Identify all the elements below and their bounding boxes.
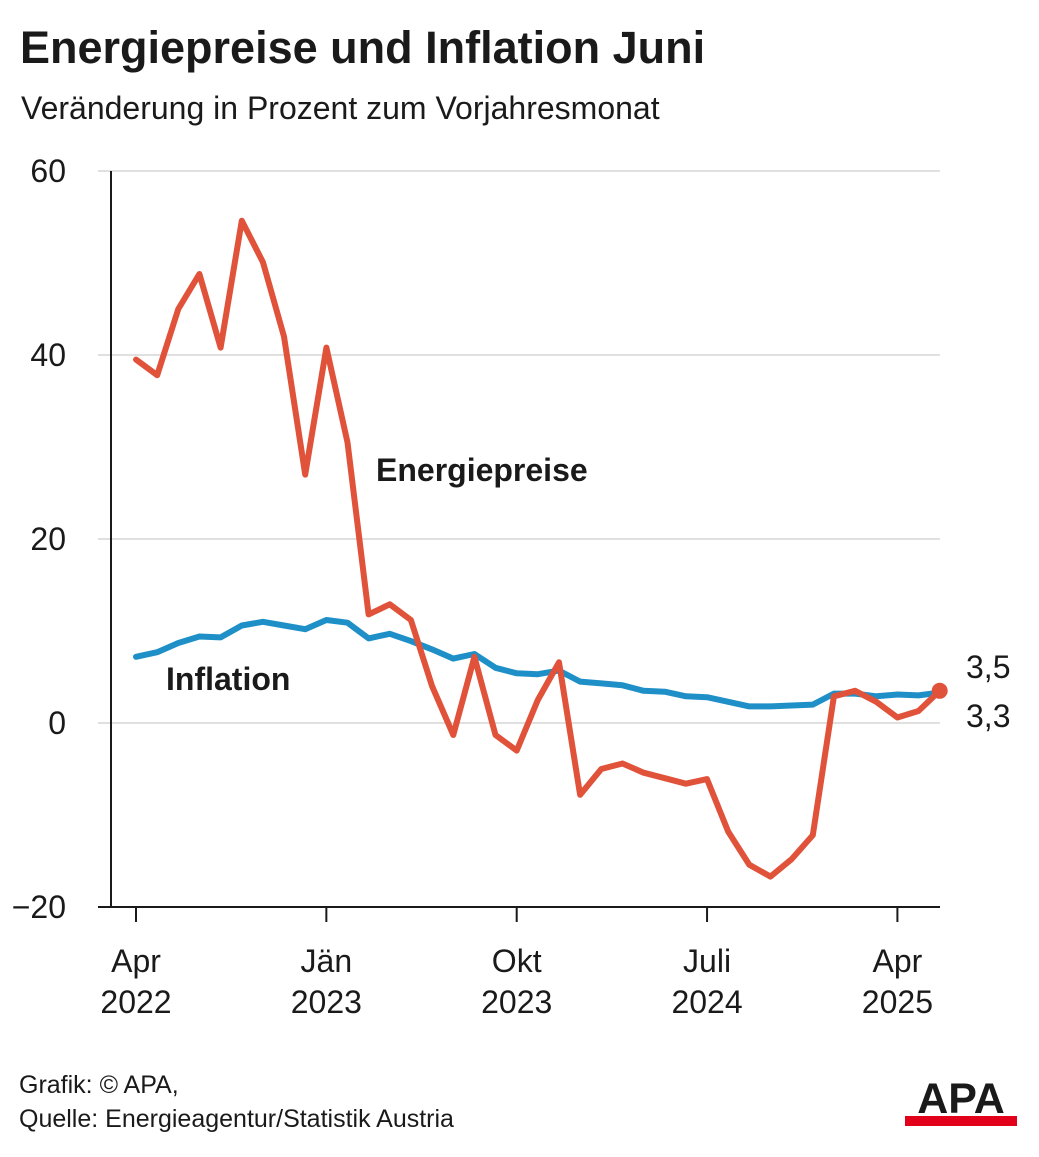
x-tick-label-month: Jän [301,943,353,979]
energiepreise-end-value: 3,5 [966,649,1010,685]
y-tick-label: 0 [48,705,66,741]
energiepreise-label: Energiepreise [376,452,588,488]
x-tick-label-year: 2022 [100,984,171,1020]
y-tick-label: 60 [30,153,66,189]
credit-text: Grafik: © APA, [19,1071,179,1099]
gridlines [98,170,940,724]
y-tick-label: 40 [30,337,66,373]
x-tick-label-year: 2025 [862,984,933,1020]
footer: Grafik: © APA, Quelle: Energieagentur/St… [19,1068,454,1136]
x-tick-label-month: Apr [111,943,161,979]
chart-labels: 60 40 20 0 −20 Apr 2022 Jän 2023 Okt 2023 Juli 2024 A… [12,153,1011,1020]
x-tick-label-year: 2024 [671,984,742,1020]
inflation-end-value: 3,3 [966,698,1010,734]
series-lines [133,217,948,880]
x-tick-label-year: 2023 [481,984,552,1020]
inflation-label: Inflation [166,661,290,697]
page-title: Energiepreise und Inflation Juni [20,22,706,73]
x-tick-label-year: 2023 [291,984,362,1020]
y-tick-label: −20 [12,889,66,925]
page-subtitle: Veränderung in Prozent zum Vorjahresmona… [21,90,660,126]
x-tick-label-month: Okt [492,943,542,979]
apa-logo-text: APA [917,1078,1005,1123]
axes [98,171,940,922]
line-chart: 60 40 20 0 −20 Apr 2022 Jän 2023 Okt 2023 Juli 2024 A… [12,153,1011,1020]
y-tick-label: 20 [30,521,66,557]
apa-logo-bar [905,1116,1017,1126]
x-tick-label-month: Juli [683,943,731,979]
apa-logo: APA [905,1078,1017,1126]
x-tick-label-month: Apr [873,943,923,979]
inflation-line [133,617,943,710]
source-text: Quelle: Energieagentur/Statistik Austria [19,1105,454,1133]
energiepreise-endpoint [931,682,948,699]
energiepreise-line [133,217,943,880]
